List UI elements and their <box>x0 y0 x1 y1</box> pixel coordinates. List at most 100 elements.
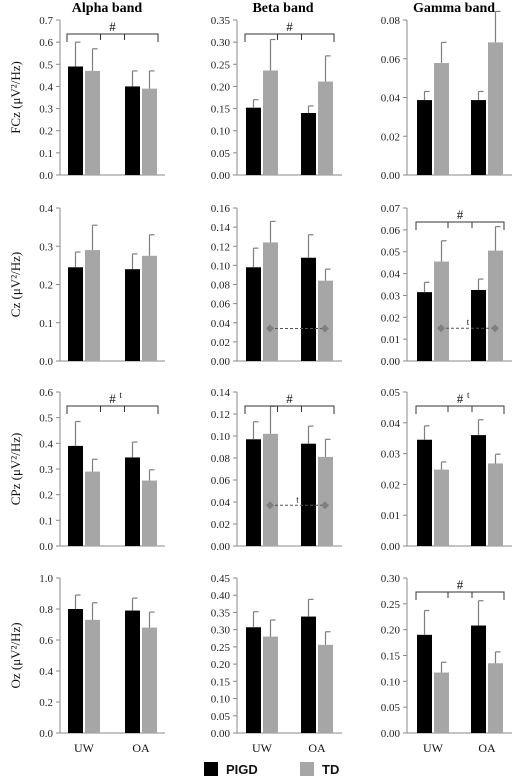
y-tick-label: 0.08 <box>211 453 231 465</box>
bar-td-uw <box>263 70 278 175</box>
y-tick-label: 0.03 <box>381 449 401 461</box>
y-tick-label: 0.40 <box>211 590 231 602</box>
y-tick-label: 0.1 <box>39 148 53 160</box>
y-tick-label: 0.12 <box>211 409 230 421</box>
y-tick-label: 0.00 <box>211 356 231 368</box>
trend-label: t <box>296 494 299 504</box>
column-title-gamma: Gamma band <box>413 1 495 16</box>
y-tick-label: 0.4 <box>39 203 53 215</box>
bar-pigd-uw <box>246 107 261 175</box>
significance-bracket <box>66 33 159 42</box>
y-tick-label: 0.1 <box>39 515 53 527</box>
bar-td-oa <box>488 463 503 546</box>
y-tick-label: 0.08 <box>211 280 231 292</box>
y-tick-label: 0.04 <box>211 318 231 330</box>
y-tick-label: 0.01 <box>381 510 400 522</box>
significance-bracket <box>244 33 335 42</box>
legend: PIGD TD <box>204 762 339 777</box>
bar-pigd-oa <box>125 86 140 175</box>
y-tick-label: 0.04 <box>211 497 231 509</box>
panel-oz-alpha: 0.0 0.2 0.4 0.6 0.8 1.0 Oz (μV²/Hz) <box>8 573 165 740</box>
y-tick-label: 0.16 <box>211 203 231 215</box>
x-label-uw: UW <box>74 741 95 755</box>
bar-td-oa <box>318 280 333 361</box>
y-tick-label: 0.10 <box>211 694 231 706</box>
y-tick-label: 0.02 <box>381 131 400 143</box>
panel-cz-alpha: 0.0 0.1 0.2 0.3 0.4 Cz (μV²/Hz) <box>8 203 165 368</box>
significance-label: # <box>109 391 116 406</box>
y-tick-label: 0.30 <box>211 37 231 49</box>
panel-oz-gamma: 0.00 0.05 0.10 0.15 0.20 0.25 0.30 # <box>381 573 512 740</box>
panel-oz-beta: 0.00 0.05 0.10 0.15 0.20 0.25 0.30 0.35 0.40 0.45 <box>211 573 342 740</box>
y-tick-label: 0.05 <box>381 387 401 399</box>
y-tick-label: 0.4 <box>39 666 53 678</box>
bar-td-oa <box>488 42 503 176</box>
significance-label: # <box>109 19 116 34</box>
bar-pigd-uw <box>417 292 432 361</box>
y-tick-label: 0.20 <box>211 81 231 93</box>
y-tick-label: 0.00 <box>211 170 231 182</box>
y-tick-label: 0.25 <box>211 642 231 654</box>
y-tick-label: 0.03 <box>381 290 401 302</box>
y-tick-label: 0.20 <box>211 659 231 671</box>
bar-td-uw <box>434 469 449 546</box>
y-tick-label: 0.7 <box>39 15 53 27</box>
y-tick-label: 0.06 <box>211 299 231 311</box>
y-tick-label: 0.1 <box>39 318 53 330</box>
y-tick-label: 0.05 <box>381 702 401 714</box>
y-tick-label: 0.02 <box>381 312 400 324</box>
significance-bracket <box>244 405 335 414</box>
bar-td-oa <box>488 250 503 361</box>
y-axis-label: Cz (μV²/Hz) <box>8 252 23 317</box>
y-tick-label: 0.00 <box>211 728 231 740</box>
y-tick-label: 0.14 <box>211 222 231 234</box>
y-tick-label: 0.30 <box>211 625 231 637</box>
diamond-marker <box>321 501 329 510</box>
y-tick-label: 0.2 <box>39 490 53 502</box>
bar-pigd-oa <box>125 269 140 361</box>
y-tick-label: 0.06 <box>211 475 231 487</box>
x-axis-labels-beta: UW OA <box>252 741 326 755</box>
diamond-marker <box>437 324 445 333</box>
bar-pigd-uw <box>246 439 261 546</box>
bar-td-oa <box>488 663 503 733</box>
legend-swatch-td <box>300 762 314 776</box>
diamond-marker <box>491 324 499 333</box>
y-tick-label: 0.05 <box>381 247 401 259</box>
y-tick-label: 0.12 <box>211 241 230 253</box>
bar-td-uw <box>85 619 100 733</box>
bar-pigd-oa <box>471 435 486 546</box>
y-tick-label: 0.02 <box>381 479 400 491</box>
y-tick-label: 0.8 <box>39 604 53 616</box>
y-tick-label: 0.04 <box>381 93 401 105</box>
significance-bracket <box>66 405 159 414</box>
y-tick-label: 0.01 <box>381 334 400 346</box>
y-tick-label: 0.25 <box>211 59 231 71</box>
bar-td-oa <box>318 456 333 546</box>
legend-swatch-pigd <box>204 762 218 776</box>
y-tick-label: 0.3 <box>39 104 53 116</box>
bar-pigd-oa <box>125 457 140 546</box>
diamond-marker <box>266 324 274 333</box>
bar-pigd-uw <box>417 100 432 175</box>
y-tick-label: 0.04 <box>381 269 401 281</box>
y-tick-label: 0.4 <box>39 438 53 450</box>
bar-pigd-uw <box>246 627 261 733</box>
bar-td-uw <box>263 433 278 546</box>
y-axis-label: Oz (μV²/Hz) <box>8 622 23 688</box>
y-tick-label: 0.06 <box>381 54 401 66</box>
x-label-uw: UW <box>252 741 273 755</box>
significance-bracket <box>415 591 505 600</box>
panel-cz-gamma: 0.00 0.01 0.02 0.03 0.04 0.05 0.06 0.07 # t <box>381 203 512 368</box>
x-label-oa: OA <box>478 741 496 755</box>
y-tick-label: 0.0 <box>39 728 53 740</box>
x-label-oa: OA <box>308 741 326 755</box>
y-tick-label: 0.02 <box>211 337 230 349</box>
y-tick-label: 0.35 <box>211 607 231 619</box>
bar-td-uw <box>263 636 278 733</box>
bar-pigd-uw <box>68 66 83 175</box>
y-tick-label: 0.0 <box>39 356 53 368</box>
y-tick-label: 0.05 <box>211 148 231 160</box>
y-tick-label: 0.5 <box>39 59 53 71</box>
bar-td-uw <box>434 63 449 175</box>
